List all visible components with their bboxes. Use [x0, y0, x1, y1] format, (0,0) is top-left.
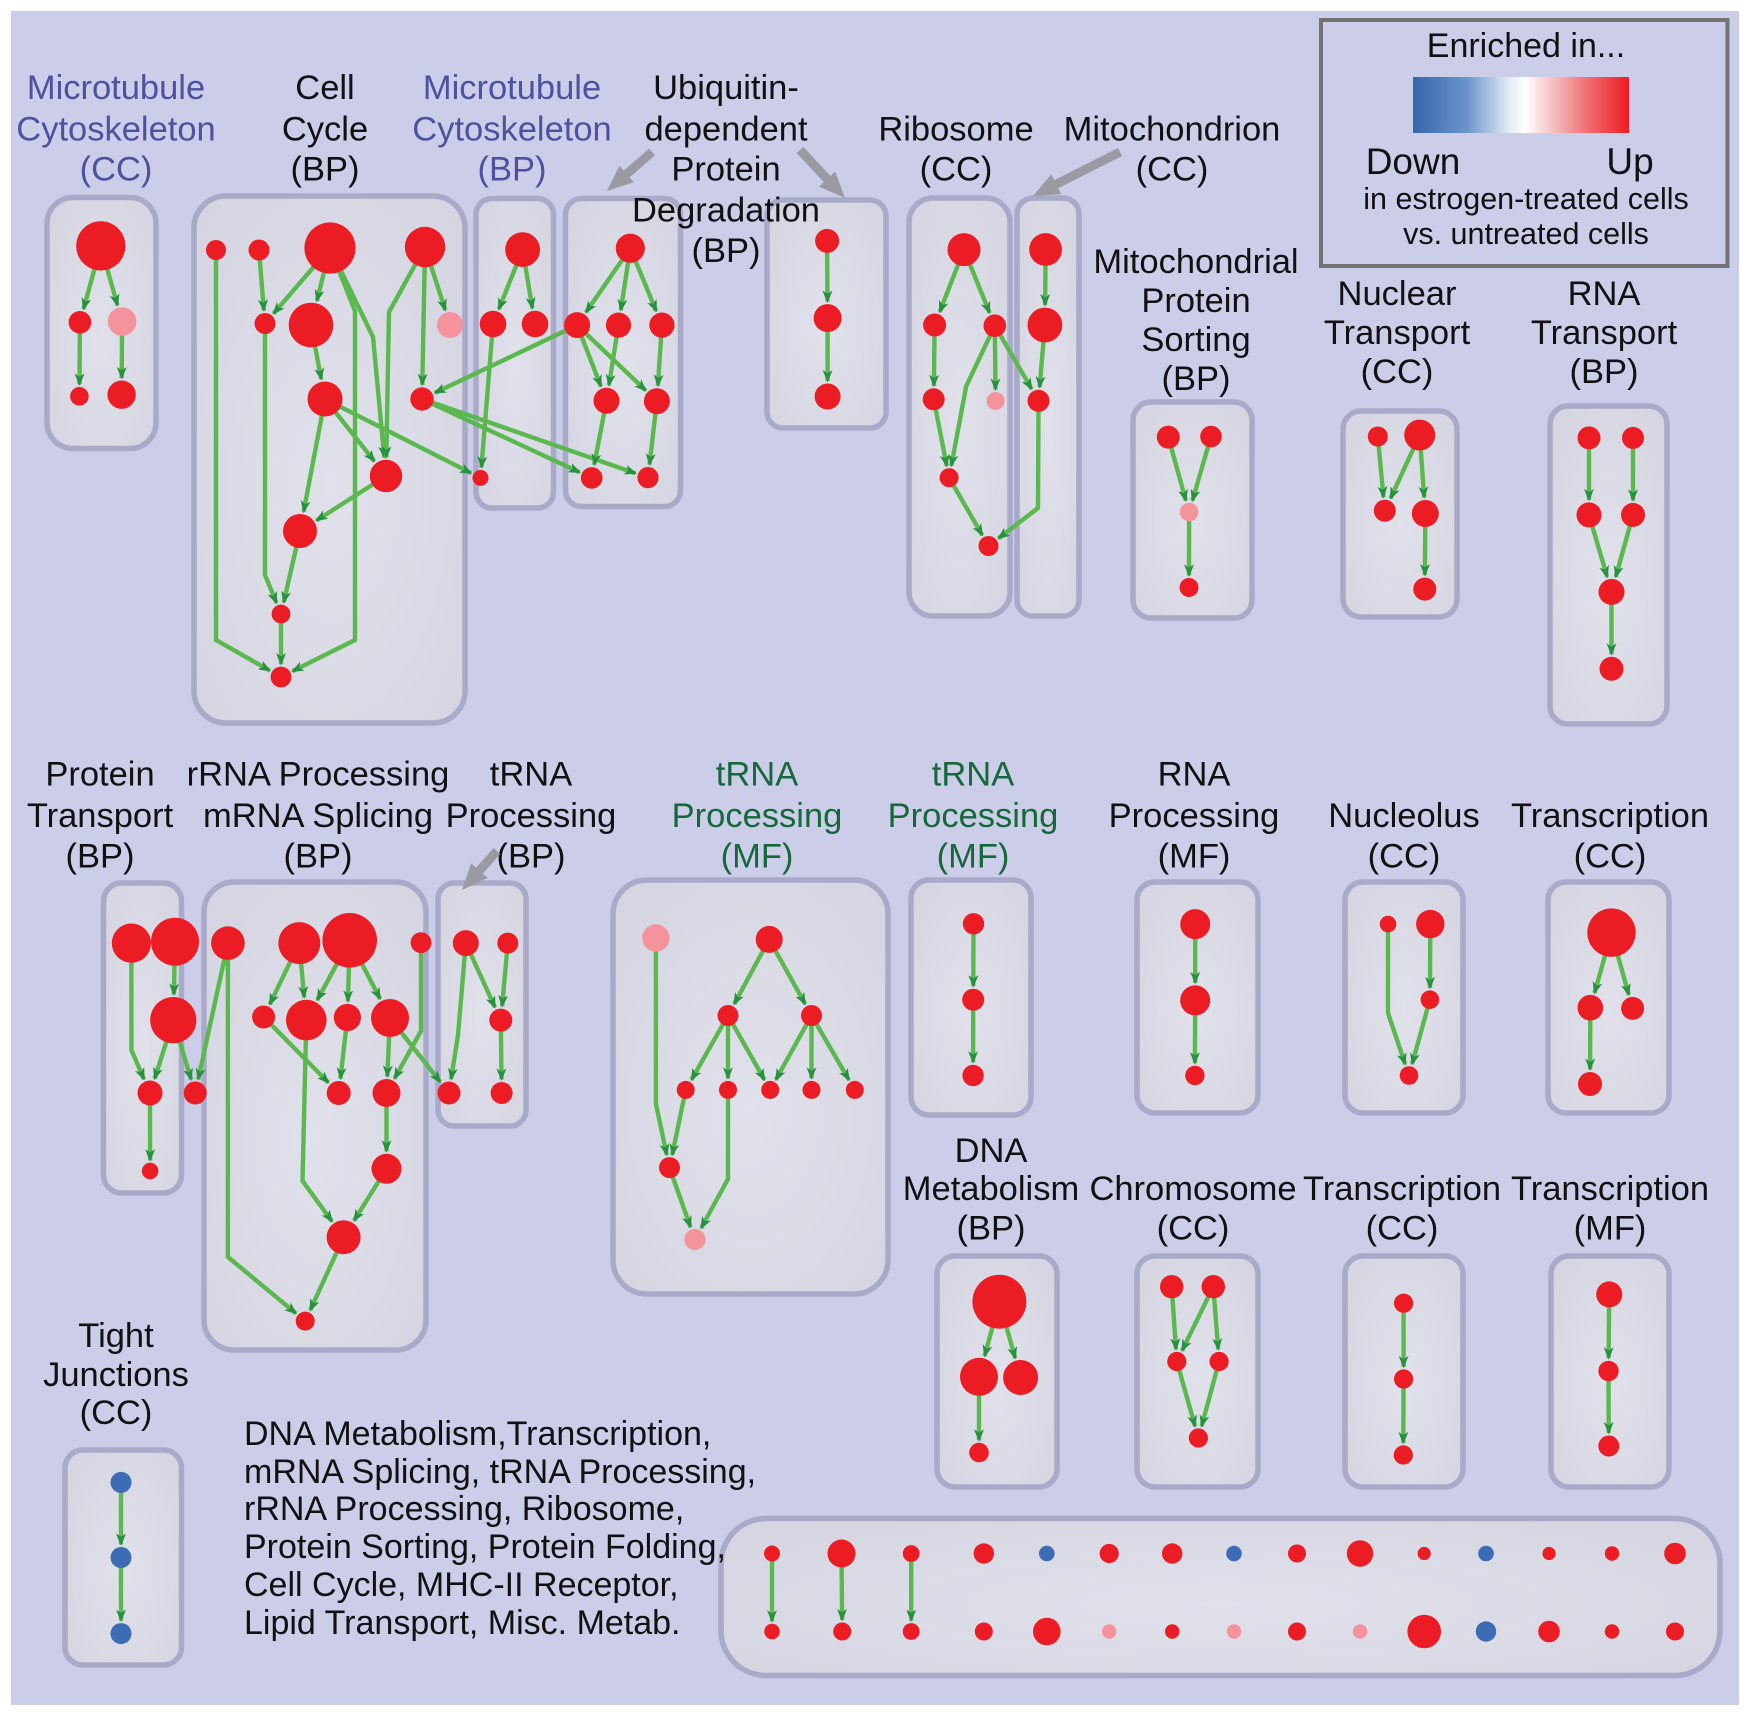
svg-text:Cycle: Cycle [282, 111, 368, 149]
svg-text:Mitochondrion: Mitochondrion [1064, 111, 1281, 149]
svg-text:tRNA: tRNA [932, 756, 1014, 794]
svg-text:(CC): (CC) [1136, 151, 1209, 189]
svg-text:Transcription: Transcription [1303, 1170, 1501, 1208]
svg-text:(BP): (BP) [66, 838, 135, 876]
svg-text:tRNA: tRNA [716, 756, 798, 794]
svg-text:tRNA: tRNA [490, 756, 572, 794]
svg-text:rRNA Processing: rRNA Processing [187, 756, 450, 794]
svg-text:Chromosome: Chromosome [1089, 1170, 1296, 1208]
svg-text:(BP): (BP) [692, 232, 761, 270]
svg-text:DNA Metabolism,Transcription,: DNA Metabolism,Transcription, [244, 1415, 711, 1453]
svg-text:Protein: Protein [45, 756, 154, 794]
svg-text:Enriched in...: Enriched in... [1427, 27, 1625, 65]
svg-text:(CC): (CC) [1366, 1210, 1439, 1248]
svg-text:RNA: RNA [1158, 756, 1231, 794]
svg-text:(BP): (BP) [284, 838, 353, 876]
svg-text:(CC): (CC) [1368, 838, 1441, 876]
svg-text:Down: Down [1366, 141, 1461, 182]
svg-text:(CC): (CC) [80, 151, 153, 189]
svg-text:Nuclear: Nuclear [1338, 275, 1457, 313]
svg-text:rRNA Processing, Ribosome,: rRNA Processing, Ribosome, [244, 1490, 684, 1528]
svg-text:Transcription: Transcription [1511, 1170, 1709, 1208]
svg-text:Ubiquitin-: Ubiquitin- [653, 69, 799, 107]
svg-text:RNA: RNA [1568, 275, 1641, 313]
svg-text:(BP): (BP) [957, 1210, 1026, 1248]
svg-text:Processing: Processing [672, 797, 843, 835]
svg-text:Up: Up [1606, 141, 1653, 182]
svg-text:Cytoskeleton: Cytoskeleton [412, 111, 611, 149]
svg-text:(CC): (CC) [1361, 353, 1434, 391]
svg-text:(MF): (MF) [1158, 838, 1231, 876]
svg-text:Degradation: Degradation [632, 192, 820, 230]
svg-text:(CC): (CC) [1574, 838, 1647, 876]
svg-text:Lipid Transport, Misc. Metab.: Lipid Transport, Misc. Metab. [244, 1604, 681, 1642]
svg-text:Protein: Protein [1141, 282, 1250, 320]
svg-text:Nucleolus: Nucleolus [1328, 797, 1480, 835]
svg-text:mRNA Splicing, tRNA Processing: mRNA Splicing, tRNA Processing, [244, 1453, 756, 1491]
svg-text:Protein: Protein [671, 151, 780, 189]
svg-text:dependent: dependent [644, 111, 807, 149]
svg-text:Processing: Processing [1109, 797, 1280, 835]
svg-text:(MF): (MF) [937, 838, 1010, 876]
svg-text:vs. untreated cells: vs. untreated cells [1403, 217, 1649, 251]
svg-text:Junctions: Junctions [43, 1356, 189, 1394]
svg-text:Transport: Transport [27, 797, 174, 835]
svg-text:Transport: Transport [1324, 314, 1471, 352]
svg-text:(CC): (CC) [80, 1394, 153, 1432]
svg-text:(CC): (CC) [920, 151, 993, 189]
svg-text:Microtubule: Microtubule [27, 69, 205, 107]
svg-text:Mitochondrial: Mitochondrial [1093, 243, 1298, 281]
svg-text:(MF): (MF) [1574, 1210, 1647, 1248]
svg-text:(BP): (BP) [478, 151, 547, 189]
svg-text:Cell: Cell [295, 69, 354, 107]
svg-text:(BP): (BP) [1162, 360, 1231, 398]
svg-text:mRNA Splicing: mRNA Splicing [203, 797, 433, 835]
svg-text:Transport: Transport [1531, 314, 1678, 352]
svg-text:Microtubule: Microtubule [423, 69, 601, 107]
svg-text:Sorting: Sorting [1141, 321, 1250, 359]
svg-text:(BP): (BP) [497, 838, 566, 876]
svg-text:(BP): (BP) [291, 151, 360, 189]
svg-text:DNA: DNA [955, 1132, 1028, 1170]
svg-text:in estrogen-treated cells: in estrogen-treated cells [1363, 182, 1689, 216]
svg-text:Metabolism: Metabolism [903, 1170, 1079, 1208]
svg-text:Processing: Processing [888, 797, 1059, 835]
svg-text:Processing: Processing [446, 797, 617, 835]
svg-text:(CC): (CC) [1157, 1210, 1230, 1248]
svg-text:Transcription: Transcription [1511, 797, 1709, 835]
svg-text:Cytoskeleton: Cytoskeleton [16, 111, 215, 149]
svg-text:(MF): (MF) [721, 838, 794, 876]
svg-text:Protein Sorting, Protein Foldi: Protein Sorting, Protein Folding, [244, 1528, 726, 1566]
svg-text:Cell Cycle, MHC-II Receptor,: Cell Cycle, MHC-II Receptor, [244, 1566, 679, 1604]
svg-text:(BP): (BP) [1570, 353, 1639, 391]
svg-text:Tight: Tight [78, 1317, 154, 1355]
svg-text:Ribosome: Ribosome [878, 111, 1033, 149]
